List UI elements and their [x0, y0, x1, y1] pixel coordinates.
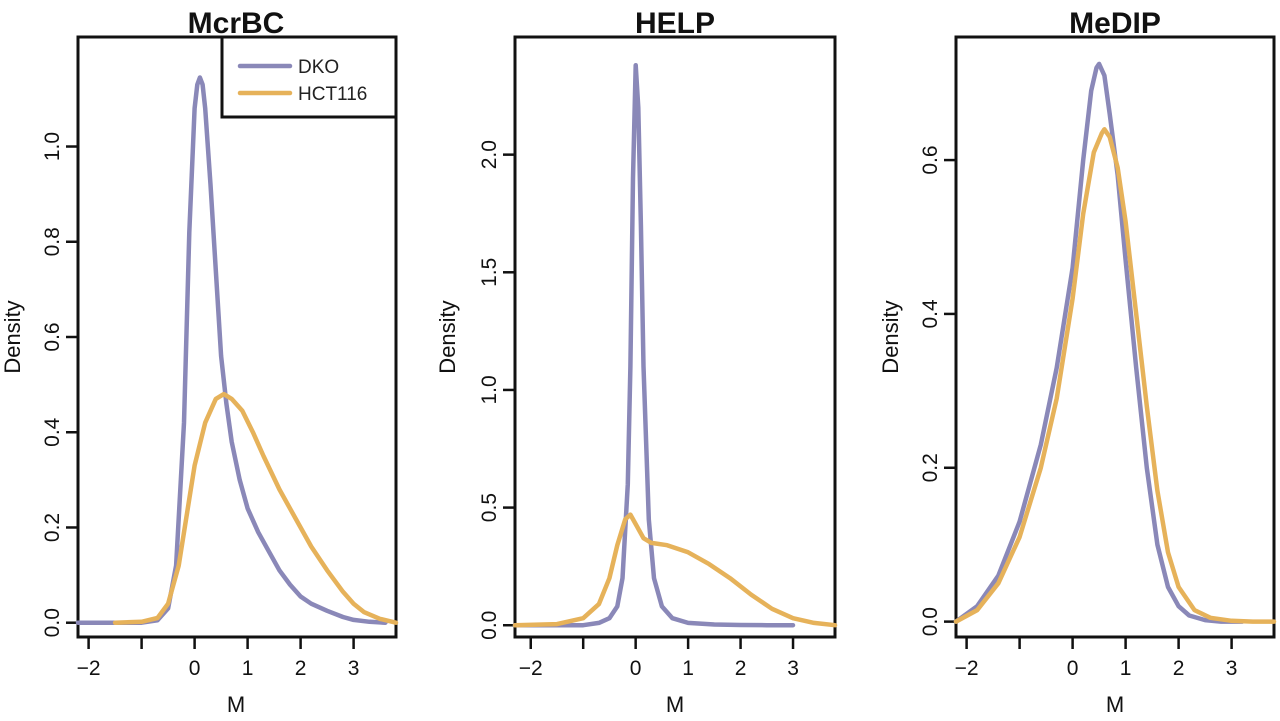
x-tick-label: −2	[77, 657, 101, 680]
y-tick-label: 0.0	[41, 608, 64, 637]
y-ticks: 0.0 0.2 0.4 0.6 0.8 1.0	[41, 132, 78, 637]
y-tick-label: 2.0	[478, 140, 501, 169]
x-ticks: −2 0 1 2 3	[955, 637, 1238, 680]
y-ticks: 0.0 0.5 1.0 1.5 2.0	[478, 140, 515, 640]
plot-frame	[76, 35, 398, 639]
y-tick-label: 0.8	[41, 227, 64, 256]
panel-mcrbc: McrBC M Density −2 0 1 2 3 0.0 0.2 0.4 0.6 0.8 1.…	[0, 7, 399, 717]
x-tick-label: 1	[242, 657, 254, 680]
y-tick-label: 0.0	[919, 607, 942, 636]
y-axis-label: Density	[878, 300, 903, 373]
x-tick-label: 0	[189, 657, 201, 680]
y-tick-label: 0.5	[478, 493, 501, 522]
series-line-dko	[75, 75, 388, 625]
x-ticks: −2 0 1 2 3	[519, 637, 799, 680]
x-tick-label: 2	[295, 657, 307, 680]
panel-medip: MeDIP M Density −2 0 1 2 3 0.0 0.2 0.4 0.6	[878, 7, 1277, 717]
y-tick-label: 0.2	[41, 513, 64, 542]
y-tick-label: 0.0	[478, 611, 501, 640]
panel-title: McrBC	[188, 7, 285, 40]
x-tick-label: 0	[1067, 657, 1079, 680]
x-tick-label: 0	[630, 657, 642, 680]
series-lines	[75, 75, 399, 625]
y-tick-label: 1.0	[41, 132, 64, 161]
y-tick-label: 0.4	[41, 417, 64, 447]
panel-help: HELP M Density −2 0 1 2 3 0.0 0.5 1.0 1.5 2.0	[435, 7, 838, 717]
x-tick-label: 1	[1120, 657, 1132, 680]
x-tick-label: −2	[519, 657, 543, 680]
y-tick-label: 1.0	[478, 375, 501, 404]
panel-title: HELP	[635, 7, 715, 40]
series-line-dko	[953, 61, 1245, 624]
x-tick-label: 3	[787, 657, 799, 680]
x-tick-label: 3	[348, 657, 360, 680]
y-tick-label: 0.6	[919, 145, 942, 174]
y-tick-label: 1.5	[478, 258, 501, 287]
series-lines	[512, 62, 838, 628]
x-axis-label: M	[666, 692, 684, 717]
x-axis-label: M	[227, 692, 245, 717]
series-lines	[953, 61, 1277, 624]
legend: DKO HCT116	[220, 35, 398, 119]
y-tick-label: 0.6	[41, 322, 64, 351]
plot-frame	[954, 35, 1276, 639]
panel-title: MeDIP	[1069, 7, 1161, 40]
x-axis-label: M	[1106, 692, 1124, 717]
x-tick-label: 2	[1173, 657, 1185, 680]
x-ticks: −2 0 1 2 3	[77, 637, 360, 680]
series-line-dko	[512, 62, 796, 628]
y-tick-label: 0.4	[919, 299, 942, 329]
x-tick-label: −2	[955, 657, 979, 680]
series-line-hct116	[953, 127, 1277, 624]
y-tick-label: 0.2	[919, 453, 942, 482]
legend-label-hct116: HCT116	[298, 84, 367, 105]
x-tick-label: 3	[1226, 657, 1238, 680]
x-tick-label: 1	[682, 657, 694, 680]
y-axis-label: Density	[0, 300, 25, 373]
y-ticks: 0.0 0.2 0.4 0.6	[919, 145, 956, 636]
y-axis-label: Density	[435, 300, 460, 373]
legend-box	[220, 35, 398, 119]
series-line-hct116	[512, 512, 838, 628]
legend-label-dko: DKO	[298, 57, 339, 78]
plot-frame	[513, 35, 837, 639]
series-line-hct116	[112, 391, 399, 625]
x-tick-label: 2	[735, 657, 747, 680]
